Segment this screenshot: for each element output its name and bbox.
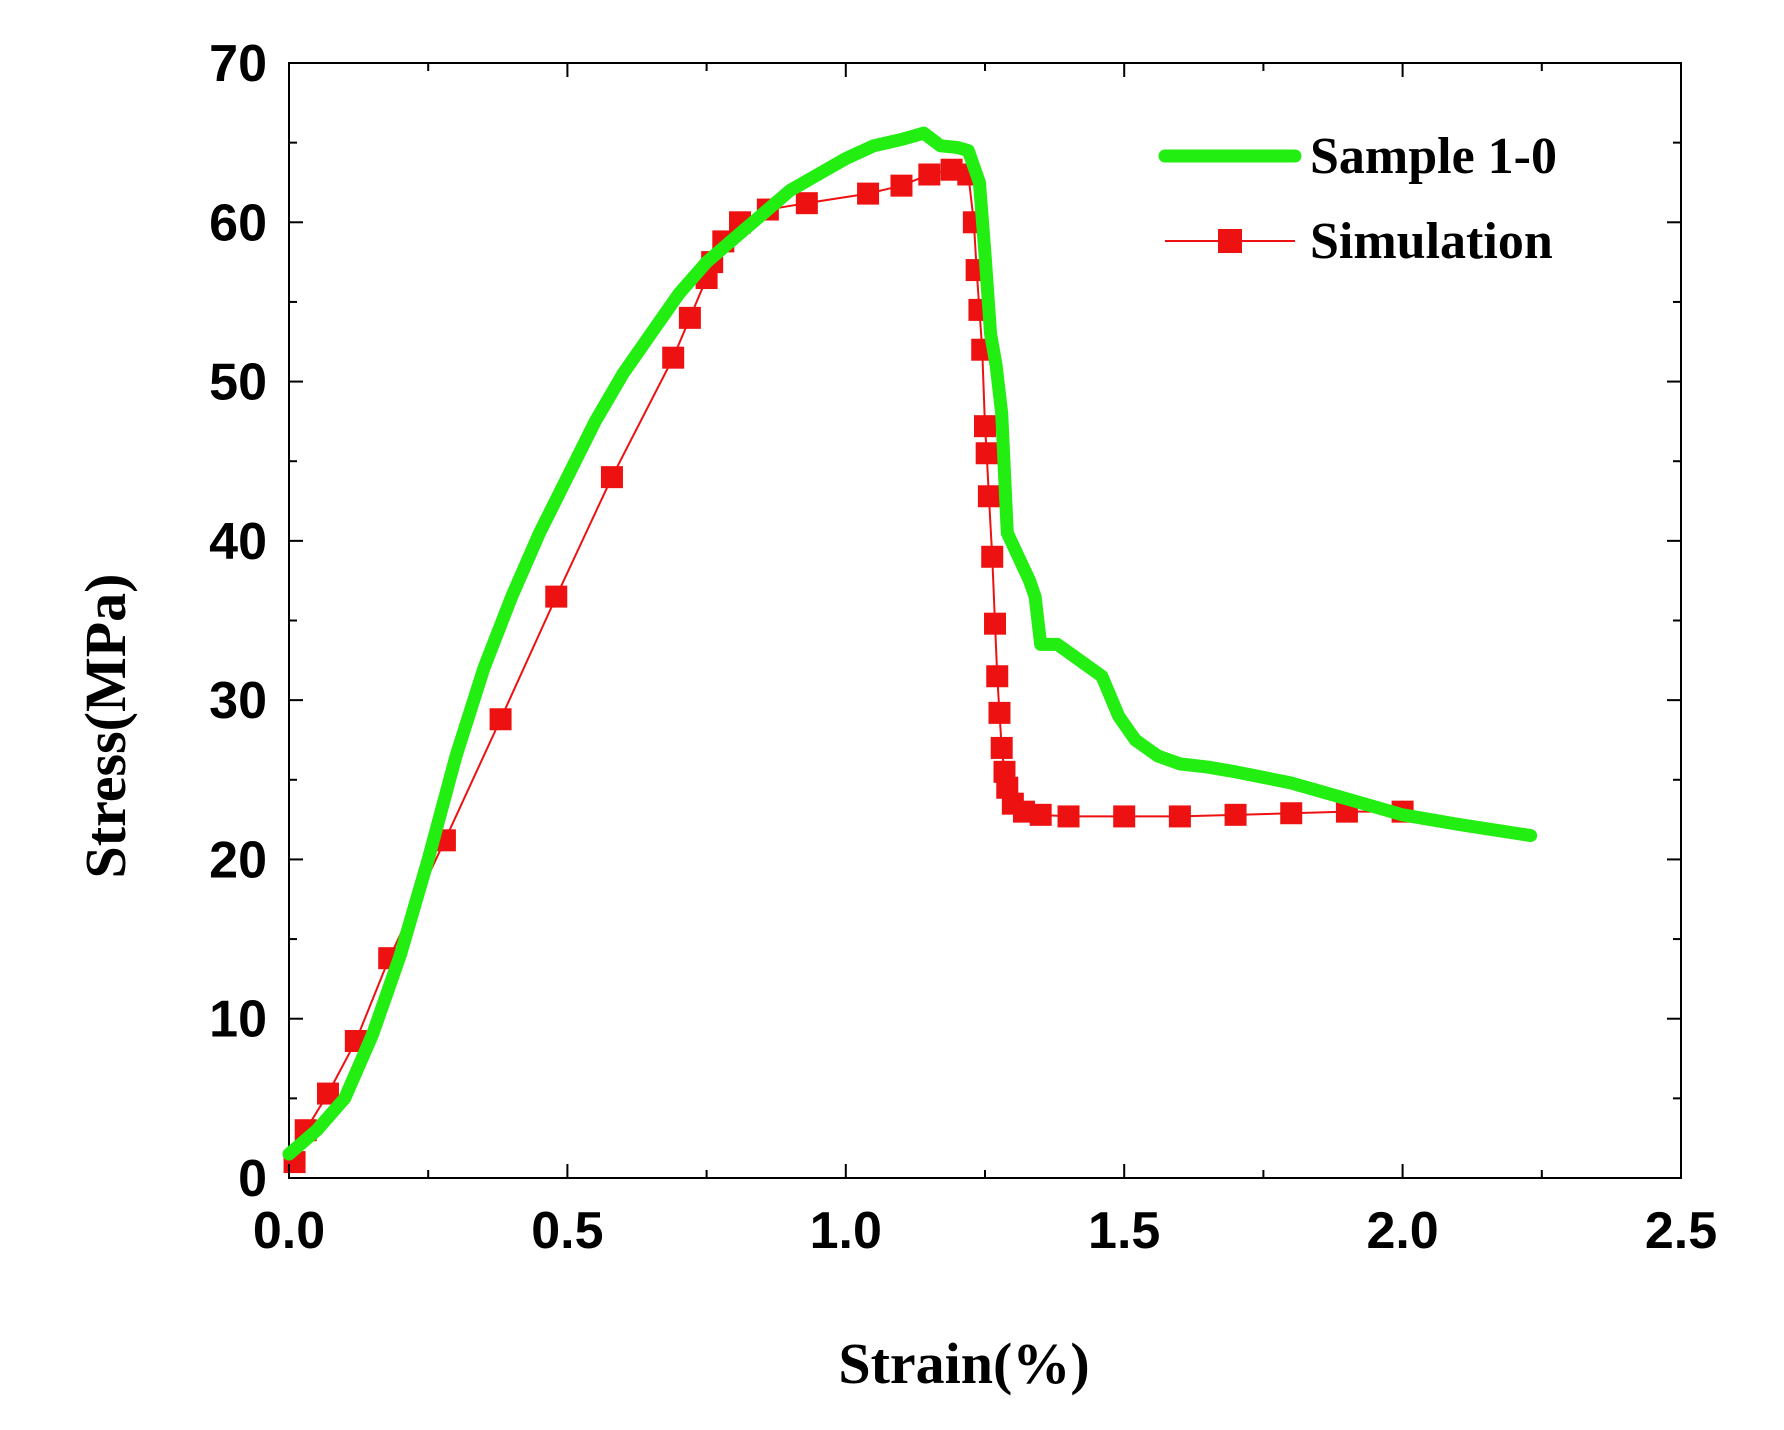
simulation-point	[940, 158, 963, 181]
simulation-point	[600, 466, 623, 489]
simulation-point	[986, 665, 1009, 688]
series-sample-1-0-line	[282, 126, 1538, 1161]
simulation-point	[981, 545, 1004, 568]
y-tick-label: 40	[209, 513, 267, 571]
simulation-point	[1029, 803, 1052, 826]
simulation-point	[1057, 805, 1080, 828]
simulation-point	[795, 192, 818, 215]
simulation-point	[918, 163, 941, 186]
simulation-point	[990, 736, 1013, 759]
series-simulation-line	[293, 168, 1403, 1163]
simulation-point	[977, 485, 1000, 508]
y-axis-title: Stress(MPa)	[73, 574, 138, 879]
simulation-point	[975, 442, 998, 465]
x-tick-label: 0.5	[531, 1202, 603, 1260]
simulation-point	[974, 415, 996, 438]
simulation-point	[857, 182, 880, 205]
simulation-point	[1113, 805, 1136, 828]
simulation-point	[316, 1082, 339, 1105]
y-tick-label: 30	[209, 672, 267, 730]
legend-simulation-swatch-marker	[1218, 229, 1242, 253]
x-tick-label: 1.0	[810, 1202, 882, 1260]
y-tick-label: 10	[209, 991, 267, 1049]
y-tick-label: 70	[209, 35, 267, 93]
simulation-point	[678, 306, 701, 329]
simulation-point	[662, 346, 685, 369]
simulation-point	[1224, 803, 1247, 826]
x-tick-label: 2.0	[1366, 1202, 1438, 1260]
legend-simulation-label: Simulation	[1310, 213, 1553, 270]
x-tick-label: 1.5	[1088, 1202, 1160, 1260]
series-layer	[282, 126, 1538, 1174]
simulation-point	[988, 701, 1011, 724]
y-tick-label: 50	[209, 354, 267, 412]
x-axis-title: Strain(%)	[838, 1331, 1089, 1396]
legend: Sample 1-0 Simulation	[1158, 128, 1557, 270]
simulation-point	[545, 585, 568, 608]
simulation-point	[489, 708, 512, 731]
x-tick-label: 0.0	[253, 1202, 325, 1260]
axes: 0.0 0.5 1.0 1.5 2.0 2.5 0 10 20 30 40 50 60 70	[209, 35, 1717, 1260]
x-tick-label: 2.5	[1645, 1202, 1717, 1260]
simulation-point	[1168, 805, 1191, 828]
simulation-point	[984, 612, 1007, 635]
simulation-point	[890, 174, 913, 197]
y-tick-label: 20	[209, 831, 267, 889]
simulation-point	[1012, 800, 1035, 823]
legend-sample-1-0-label: Sample 1-0	[1310, 128, 1557, 185]
y-tick-label: 0	[238, 1150, 267, 1208]
simulation-point	[1280, 802, 1303, 825]
y-tick-label: 60	[209, 194, 267, 252]
